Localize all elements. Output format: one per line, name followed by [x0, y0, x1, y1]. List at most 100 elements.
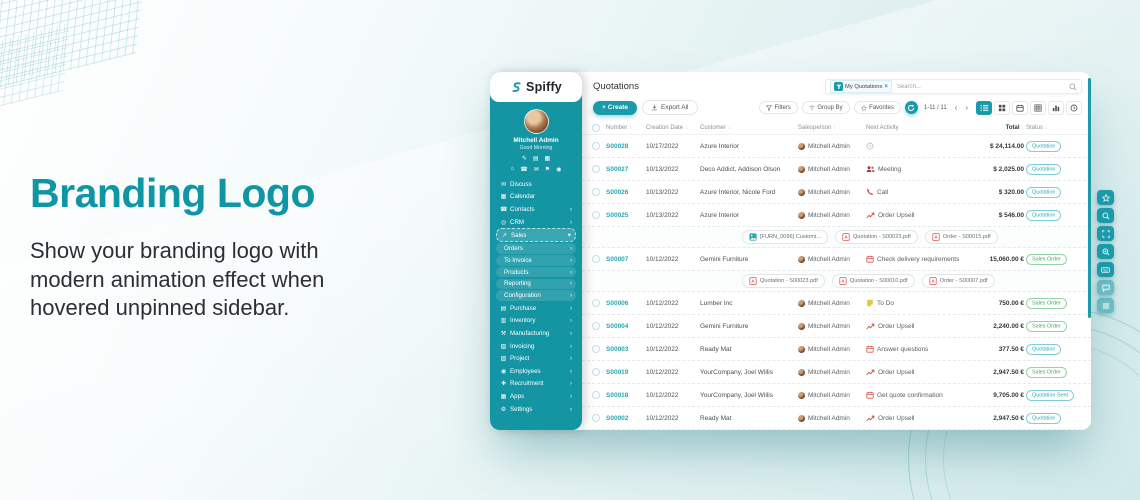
phone-icon[interactable]: ☎ — [520, 167, 528, 173]
chat-tool-button[interactable] — [1097, 280, 1114, 295]
sidebar-item-employees[interactable]: ◉ Employees › — [496, 365, 576, 378]
attachment-chip[interactable]: A Quotation - S00010.pdf — [831, 274, 915, 288]
table-row[interactable]: S00027 10/13/2022 Deco Addict, Addison Ols… — [582, 158, 1091, 181]
flag-icon[interactable]: ⚑ — [544, 167, 551, 173]
search-tool-button[interactable] — [1097, 208, 1114, 223]
sidebar-item-calendar[interactable]: ▦ Calendar — [496, 191, 576, 204]
view-cal-button[interactable] — [1012, 100, 1028, 115]
cell-number[interactable]: S00026 — [606, 188, 629, 196]
row-checkbox[interactable] — [592, 299, 600, 307]
column-header-creation-date[interactable]: Creation Date ↕ — [646, 125, 698, 131]
table-row[interactable]: S00004 10/12/2022 Gemini Furniture Mitchell… — [582, 315, 1091, 338]
cell-next-activity[interactable]: Order Upsell — [866, 414, 966, 422]
sidebar-item-discuss[interactable]: ✉ Discuss — [496, 178, 576, 191]
view-pivot-button[interactable] — [1030, 100, 1046, 115]
sidebar-item-orders[interactable]: Orders › — [496, 243, 576, 254]
scrollbar[interactable] — [1088, 78, 1091, 318]
favorites-button[interactable]: Favorites — [853, 101, 901, 114]
refresh-button[interactable] — [904, 101, 918, 114]
cell-number[interactable]: S00004 — [606, 322, 629, 330]
cell-next-activity[interactable]: Get quote confirmation — [866, 391, 966, 399]
table-row[interactable]: S00006 10/12/2022 Lumber Inc Mitchell Admin… — [582, 292, 1091, 315]
row-checkbox[interactable] — [592, 345, 600, 353]
sidebar-item-recruitment[interactable]: ✚ Recruitment › — [496, 378, 576, 391]
keyboard-tool-button[interactable] — [1097, 262, 1114, 277]
sidebar-item-crm[interactable]: ◎ CRM › — [496, 216, 576, 229]
attachment-chip[interactable]: A Order - S00007.pdf — [921, 274, 995, 288]
select-all-checkbox[interactable] — [592, 123, 600, 132]
cell-next-activity[interactable]: Order Upsell — [866, 368, 966, 376]
create-button[interactable]: + Create — [593, 100, 638, 115]
row-checkbox[interactable] — [592, 165, 600, 173]
table-row[interactable]: S00003 10/12/2022 Ready Mat Mitchell Admin A… — [582, 338, 1091, 361]
sidebar-item-apps[interactable]: ▦ Apps › — [496, 390, 576, 403]
cell-number[interactable]: S00025 — [606, 211, 629, 219]
pin-icon[interactable]: ◉ — [556, 167, 562, 173]
table-row[interactable]: S00018 10/12/2022 YourCompany, Joel Willis… — [582, 384, 1091, 407]
avatar[interactable] — [523, 109, 549, 134]
attachment-chip[interactable]: [FURN_0096] Customi... — [742, 230, 828, 244]
row-checkbox[interactable] — [592, 414, 600, 422]
sidebar-item-purchase[interactable]: ▤ Purchase › — [496, 302, 576, 315]
cell-number[interactable]: S00027 — [606, 165, 629, 173]
search-bar[interactable]: My Quotations × — [825, 79, 1082, 94]
table-row[interactable]: S00002 10/12/2022 Ready Mat Mitchell Admin O… — [582, 407, 1091, 430]
view-clock-button[interactable] — [1066, 100, 1082, 115]
pager-previous-icon[interactable]: ‹ — [954, 103, 958, 112]
cell-number[interactable]: S00003 — [606, 345, 629, 353]
column-header-status[interactable]: Status ↕ — [1026, 125, 1082, 131]
cell-number[interactable]: S00006 — [606, 299, 629, 307]
attachment-chip[interactable]: A Quotation - S00023.pdf — [834, 230, 918, 244]
sidebar-item-reporting[interactable]: Reporting › — [496, 278, 576, 290]
cell-next-activity[interactable]: Answer questions — [866, 345, 966, 353]
cell-number[interactable]: S00019 — [606, 368, 629, 376]
table-row[interactable]: S00019 10/12/2022 YourCompany, Joel Willis… — [582, 361, 1091, 384]
cell-number[interactable]: S00028 — [606, 142, 629, 150]
sidebar-item-settings[interactable]: ⚙ Settings › — [496, 403, 576, 416]
expand-tool-button[interactable] — [1097, 226, 1114, 241]
cell-number[interactable]: S00007 — [606, 255, 629, 263]
sidebar-item-configuration[interactable]: Configuration › — [496, 290, 576, 301]
attachment-chip[interactable]: A Quotation - S00023.pdf — [742, 274, 825, 288]
column-header-total[interactable]: Total ↕ — [968, 125, 1024, 131]
cell-next-activity[interactable]: Order Upsell — [866, 211, 966, 219]
branding-logo[interactable]: Spiffy — [490, 72, 582, 102]
pager-next-icon[interactable]: › — [965, 103, 968, 112]
export-all-button[interactable]: Export All — [642, 100, 698, 115]
table-row[interactable]: S00007 10/12/2022 Gemini Furniture Mitchell… — [582, 248, 1091, 271]
row-checkbox[interactable] — [592, 188, 600, 196]
sidebar-item-manufacturing[interactable]: ⚒ Manufacturing › — [496, 327, 576, 340]
row-checkbox[interactable] — [592, 391, 600, 399]
home-icon[interactable]: ⌂ — [510, 166, 515, 172]
table-row[interactable]: S00026 10/13/2022 Azure Interior, Nicole F… — [582, 181, 1091, 204]
row-checkbox[interactable] — [592, 322, 600, 330]
group-by-button[interactable]: Group By — [801, 101, 850, 114]
user-block[interactable]: Mitchell Admin Good Morning — [490, 109, 582, 151]
attachment-chip[interactable]: A Order - S00015.pdf — [924, 230, 998, 244]
grid-icon[interactable]: ▦ — [544, 156, 551, 162]
briefcase-icon[interactable]: ▤ — [532, 156, 539, 162]
row-checkbox[interactable] — [592, 211, 600, 219]
sidebar-item-sales[interactable]: ↗ Sales ▾ — [496, 228, 576, 242]
table-row[interactable]: S00028 10/17/2022 Azure Interior Mitchell A… — [582, 135, 1091, 158]
cell-next-activity[interactable] — [866, 142, 966, 150]
sidebar-item-to-invoice[interactable]: To Invoice › — [496, 254, 576, 266]
sidebar-item-invoicing[interactable]: ▧ Invoicing › — [496, 340, 576, 353]
view-graph-button[interactable] — [1048, 100, 1064, 115]
row-checkbox[interactable] — [592, 255, 600, 263]
table-row[interactable]: S00025 10/13/2022 Azure Interior Mitchell A… — [582, 204, 1091, 227]
view-kanban-button[interactable] — [994, 100, 1010, 115]
view-list-button[interactable] — [976, 100, 992, 115]
cell-number[interactable]: S00002 — [606, 414, 629, 422]
sidebar-item-products[interactable]: Products › — [496, 266, 576, 278]
cell-next-activity[interactable]: Order Upsell — [866, 322, 966, 330]
search-input[interactable] — [894, 82, 1066, 91]
search-icon[interactable] — [1069, 83, 1077, 91]
menu-tool-button[interactable] — [1097, 298, 1114, 313]
row-checkbox[interactable] — [592, 368, 600, 376]
cell-next-activity[interactable]: Meeting — [866, 165, 966, 173]
column-header-customer[interactable]: Customer ↕ — [700, 125, 796, 131]
sidebar-item-inventory[interactable]: ▥ Inventory › — [496, 315, 576, 328]
cell-next-activity[interactable]: To Do — [866, 299, 966, 307]
edit-icon[interactable]: ✎ — [521, 156, 527, 162]
